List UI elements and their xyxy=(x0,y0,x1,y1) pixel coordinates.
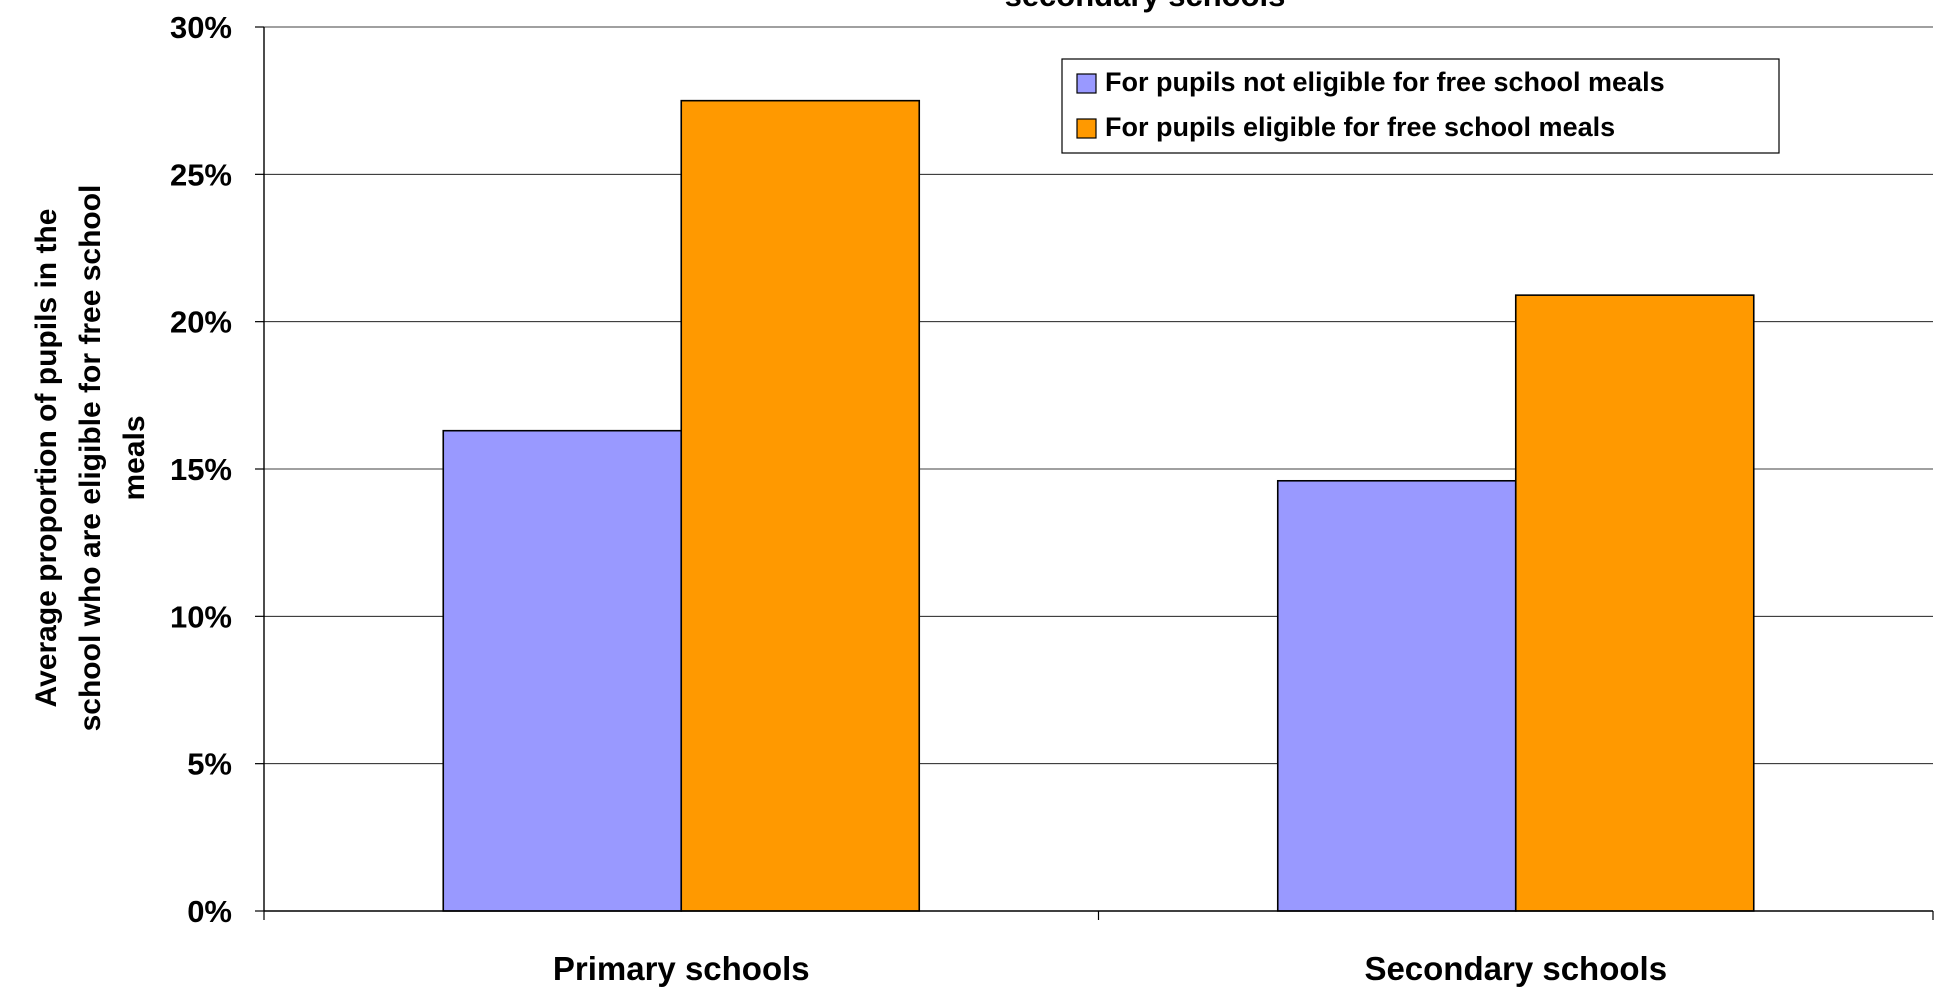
legend-swatch xyxy=(1076,73,1097,94)
legend-swatch xyxy=(1076,118,1097,139)
y-tick-label: 5% xyxy=(187,747,232,782)
x-tick-labels: Primary schools Secondary schools xyxy=(553,950,1667,987)
y-tick-label: 30% xyxy=(170,10,232,45)
y-axis-label-line: Average proportion of pupils in the xyxy=(30,209,63,708)
bar xyxy=(1514,294,1755,912)
y-axis-label-line: meals xyxy=(118,415,151,500)
y-tick-label: 25% xyxy=(170,157,232,192)
chart-title: secondary schools xyxy=(1005,0,1286,13)
legend: For pupils not eligible for free school … xyxy=(1061,58,1780,154)
bar xyxy=(442,429,683,912)
x-tick-label: Primary schools xyxy=(553,950,810,987)
y-tick-labels: 0% 5% 10% 15% 20% 25% 30% xyxy=(170,10,232,929)
y-axis-label: Average proportion of pupils in the schoo… xyxy=(30,185,151,732)
y-tick-label: 10% xyxy=(170,599,232,634)
axes xyxy=(255,26,1934,920)
legend-label: For pupils eligible for free school meal… xyxy=(1105,112,1615,142)
y-tick-label: 15% xyxy=(170,452,232,487)
y-tick-label: 20% xyxy=(170,305,232,340)
legend-label: For pupils not eligible for free school … xyxy=(1105,67,1665,97)
y-axis-label-line: school who are eligible for free school xyxy=(74,185,107,732)
x-tick-label: Secondary schools xyxy=(1364,950,1667,987)
legend-box xyxy=(1061,58,1780,154)
y-tick-label: 0% xyxy=(187,894,232,929)
bar xyxy=(680,99,921,912)
bar xyxy=(1276,479,1517,912)
bars xyxy=(442,99,1755,912)
